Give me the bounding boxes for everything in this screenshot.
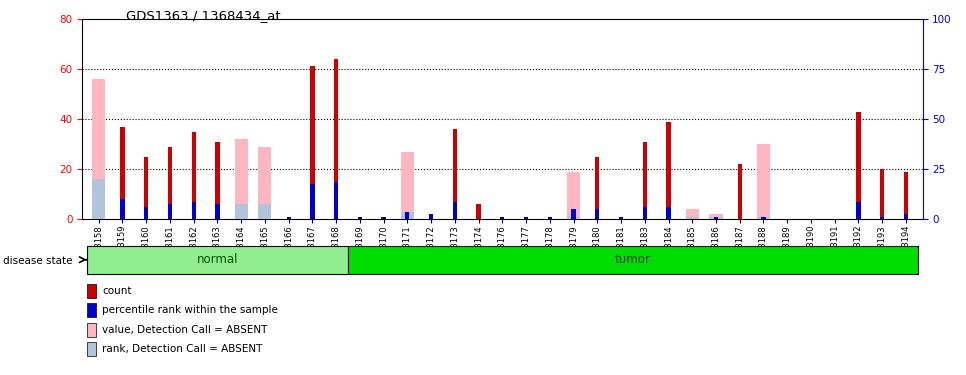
Bar bbox=[761, 217, 766, 219]
Bar bbox=[168, 147, 172, 219]
Bar bbox=[121, 200, 125, 219]
Text: GDS1363 / 1368434_at: GDS1363 / 1368434_at bbox=[126, 9, 280, 22]
Bar bbox=[334, 182, 338, 219]
Bar bbox=[757, 217, 770, 219]
Bar bbox=[595, 157, 600, 219]
Bar bbox=[191, 132, 196, 219]
Bar bbox=[87, 246, 348, 274]
Bar bbox=[357, 217, 362, 219]
Bar bbox=[738, 164, 742, 219]
Bar bbox=[310, 66, 315, 219]
Bar bbox=[310, 184, 315, 219]
Bar bbox=[714, 217, 718, 219]
Bar bbox=[258, 204, 271, 219]
Bar bbox=[595, 209, 600, 219]
Text: percentile rank within the sample: percentile rank within the sample bbox=[102, 305, 278, 315]
Text: rank, Detection Call = ABSENT: rank, Detection Call = ABSENT bbox=[102, 344, 263, 354]
Bar bbox=[453, 202, 457, 219]
Bar bbox=[92, 179, 105, 219]
Bar bbox=[904, 214, 908, 219]
Text: normal: normal bbox=[197, 253, 239, 266]
Bar bbox=[429, 214, 433, 219]
Bar bbox=[401, 212, 413, 219]
Bar bbox=[348, 246, 918, 274]
Bar bbox=[524, 217, 528, 219]
Bar bbox=[567, 172, 580, 219]
Bar bbox=[880, 217, 884, 219]
Bar bbox=[144, 157, 149, 219]
Bar bbox=[709, 214, 723, 219]
Bar bbox=[500, 217, 504, 219]
Bar bbox=[121, 127, 125, 219]
Bar bbox=[215, 204, 219, 219]
Bar bbox=[405, 212, 410, 219]
Bar bbox=[619, 217, 623, 219]
Bar bbox=[880, 169, 884, 219]
Bar bbox=[642, 142, 647, 219]
Bar bbox=[572, 209, 576, 219]
Bar bbox=[856, 202, 861, 219]
Bar bbox=[92, 79, 105, 219]
Text: count: count bbox=[102, 286, 132, 296]
Bar bbox=[168, 204, 172, 219]
Bar bbox=[235, 139, 247, 219]
Bar bbox=[686, 209, 698, 219]
Text: disease state: disease state bbox=[3, 256, 72, 266]
Bar bbox=[287, 217, 291, 219]
Bar bbox=[904, 172, 908, 219]
Bar bbox=[567, 217, 580, 219]
Text: value, Detection Call = ABSENT: value, Detection Call = ABSENT bbox=[102, 325, 268, 334]
Bar bbox=[215, 142, 219, 219]
Bar bbox=[757, 144, 770, 219]
Text: tumor: tumor bbox=[615, 253, 651, 266]
Bar bbox=[401, 152, 413, 219]
Bar bbox=[856, 111, 861, 219]
Bar bbox=[191, 202, 196, 219]
Bar bbox=[144, 207, 149, 219]
Bar bbox=[667, 122, 670, 219]
Bar bbox=[548, 217, 552, 219]
Bar bbox=[382, 217, 385, 219]
Bar bbox=[453, 129, 457, 219]
Bar bbox=[235, 204, 247, 219]
Bar bbox=[258, 147, 271, 219]
Bar bbox=[334, 59, 338, 219]
Bar bbox=[709, 217, 723, 219]
Bar bbox=[476, 204, 481, 219]
Bar bbox=[686, 217, 698, 219]
Bar bbox=[642, 207, 647, 219]
Bar bbox=[667, 207, 670, 219]
